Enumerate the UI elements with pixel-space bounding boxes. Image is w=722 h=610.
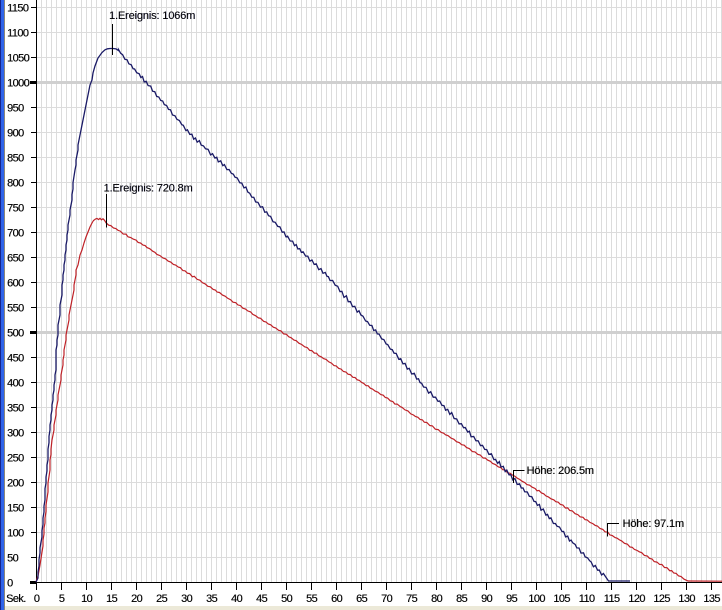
svg-text:450: 450 bbox=[7, 353, 24, 365]
svg-text:90: 90 bbox=[481, 593, 493, 605]
svg-text:115: 115 bbox=[604, 593, 620, 605]
svg-text:130: 130 bbox=[678, 593, 695, 605]
svg-text:650: 650 bbox=[7, 253, 24, 265]
svg-text:800: 800 bbox=[7, 178, 24, 190]
svg-text:350: 350 bbox=[7, 403, 24, 415]
svg-text:35: 35 bbox=[206, 593, 218, 605]
svg-text:150: 150 bbox=[7, 503, 24, 515]
svg-text:Sek.: Sek. bbox=[6, 593, 26, 605]
svg-text:100: 100 bbox=[7, 528, 24, 540]
svg-text:110: 110 bbox=[579, 593, 595, 605]
svg-text:10: 10 bbox=[81, 593, 93, 605]
svg-text:45: 45 bbox=[256, 593, 268, 605]
svg-text:135: 135 bbox=[703, 593, 720, 605]
svg-text:70: 70 bbox=[381, 593, 393, 605]
svg-text:60: 60 bbox=[331, 593, 343, 605]
svg-text:15: 15 bbox=[106, 593, 118, 605]
svg-text:600: 600 bbox=[7, 278, 24, 290]
svg-text:5: 5 bbox=[59, 593, 65, 605]
svg-text:0: 0 bbox=[34, 593, 40, 605]
svg-text:125: 125 bbox=[653, 593, 670, 605]
svg-text:1100: 1100 bbox=[7, 28, 29, 40]
svg-text:900: 900 bbox=[7, 128, 24, 140]
svg-text:200: 200 bbox=[7, 478, 24, 490]
svg-text:85: 85 bbox=[456, 593, 468, 605]
svg-text:30: 30 bbox=[181, 593, 193, 605]
svg-text:700: 700 bbox=[7, 228, 24, 240]
svg-text:Höhe: 97.1m: Höhe: 97.1m bbox=[623, 518, 684, 530]
svg-text:250: 250 bbox=[7, 453, 24, 465]
svg-text:500: 500 bbox=[7, 328, 24, 340]
svg-text:750: 750 bbox=[7, 203, 24, 215]
svg-text:550: 550 bbox=[7, 303, 24, 315]
svg-text:850: 850 bbox=[7, 153, 24, 165]
svg-text:75: 75 bbox=[406, 593, 418, 605]
svg-text:55: 55 bbox=[306, 593, 318, 605]
svg-text:20: 20 bbox=[131, 593, 143, 605]
svg-text:400: 400 bbox=[7, 378, 24, 390]
svg-text:40: 40 bbox=[231, 593, 243, 605]
svg-text:105: 105 bbox=[553, 593, 570, 605]
svg-text:50: 50 bbox=[7, 553, 19, 565]
svg-text:1.Ereignis: 1066m: 1.Ereignis: 1066m bbox=[109, 10, 195, 22]
svg-text:Höhe: 206.5m: Höhe: 206.5m bbox=[527, 465, 594, 477]
svg-text:1.Ereignis: 720.8m: 1.Ereignis: 720.8m bbox=[104, 183, 193, 195]
svg-text:65: 65 bbox=[356, 593, 368, 605]
svg-text:1050: 1050 bbox=[7, 53, 30, 65]
svg-text:0: 0 bbox=[7, 578, 13, 590]
svg-text:50: 50 bbox=[281, 593, 293, 605]
svg-text:120: 120 bbox=[628, 593, 645, 605]
svg-text:300: 300 bbox=[7, 428, 24, 440]
svg-text:1150: 1150 bbox=[7, 3, 29, 15]
svg-text:100: 100 bbox=[528, 593, 545, 605]
svg-text:80: 80 bbox=[431, 593, 443, 605]
svg-text:25: 25 bbox=[156, 593, 168, 605]
svg-text:950: 950 bbox=[7, 103, 24, 115]
svg-text:1000: 1000 bbox=[7, 78, 30, 90]
svg-text:95: 95 bbox=[506, 593, 518, 605]
